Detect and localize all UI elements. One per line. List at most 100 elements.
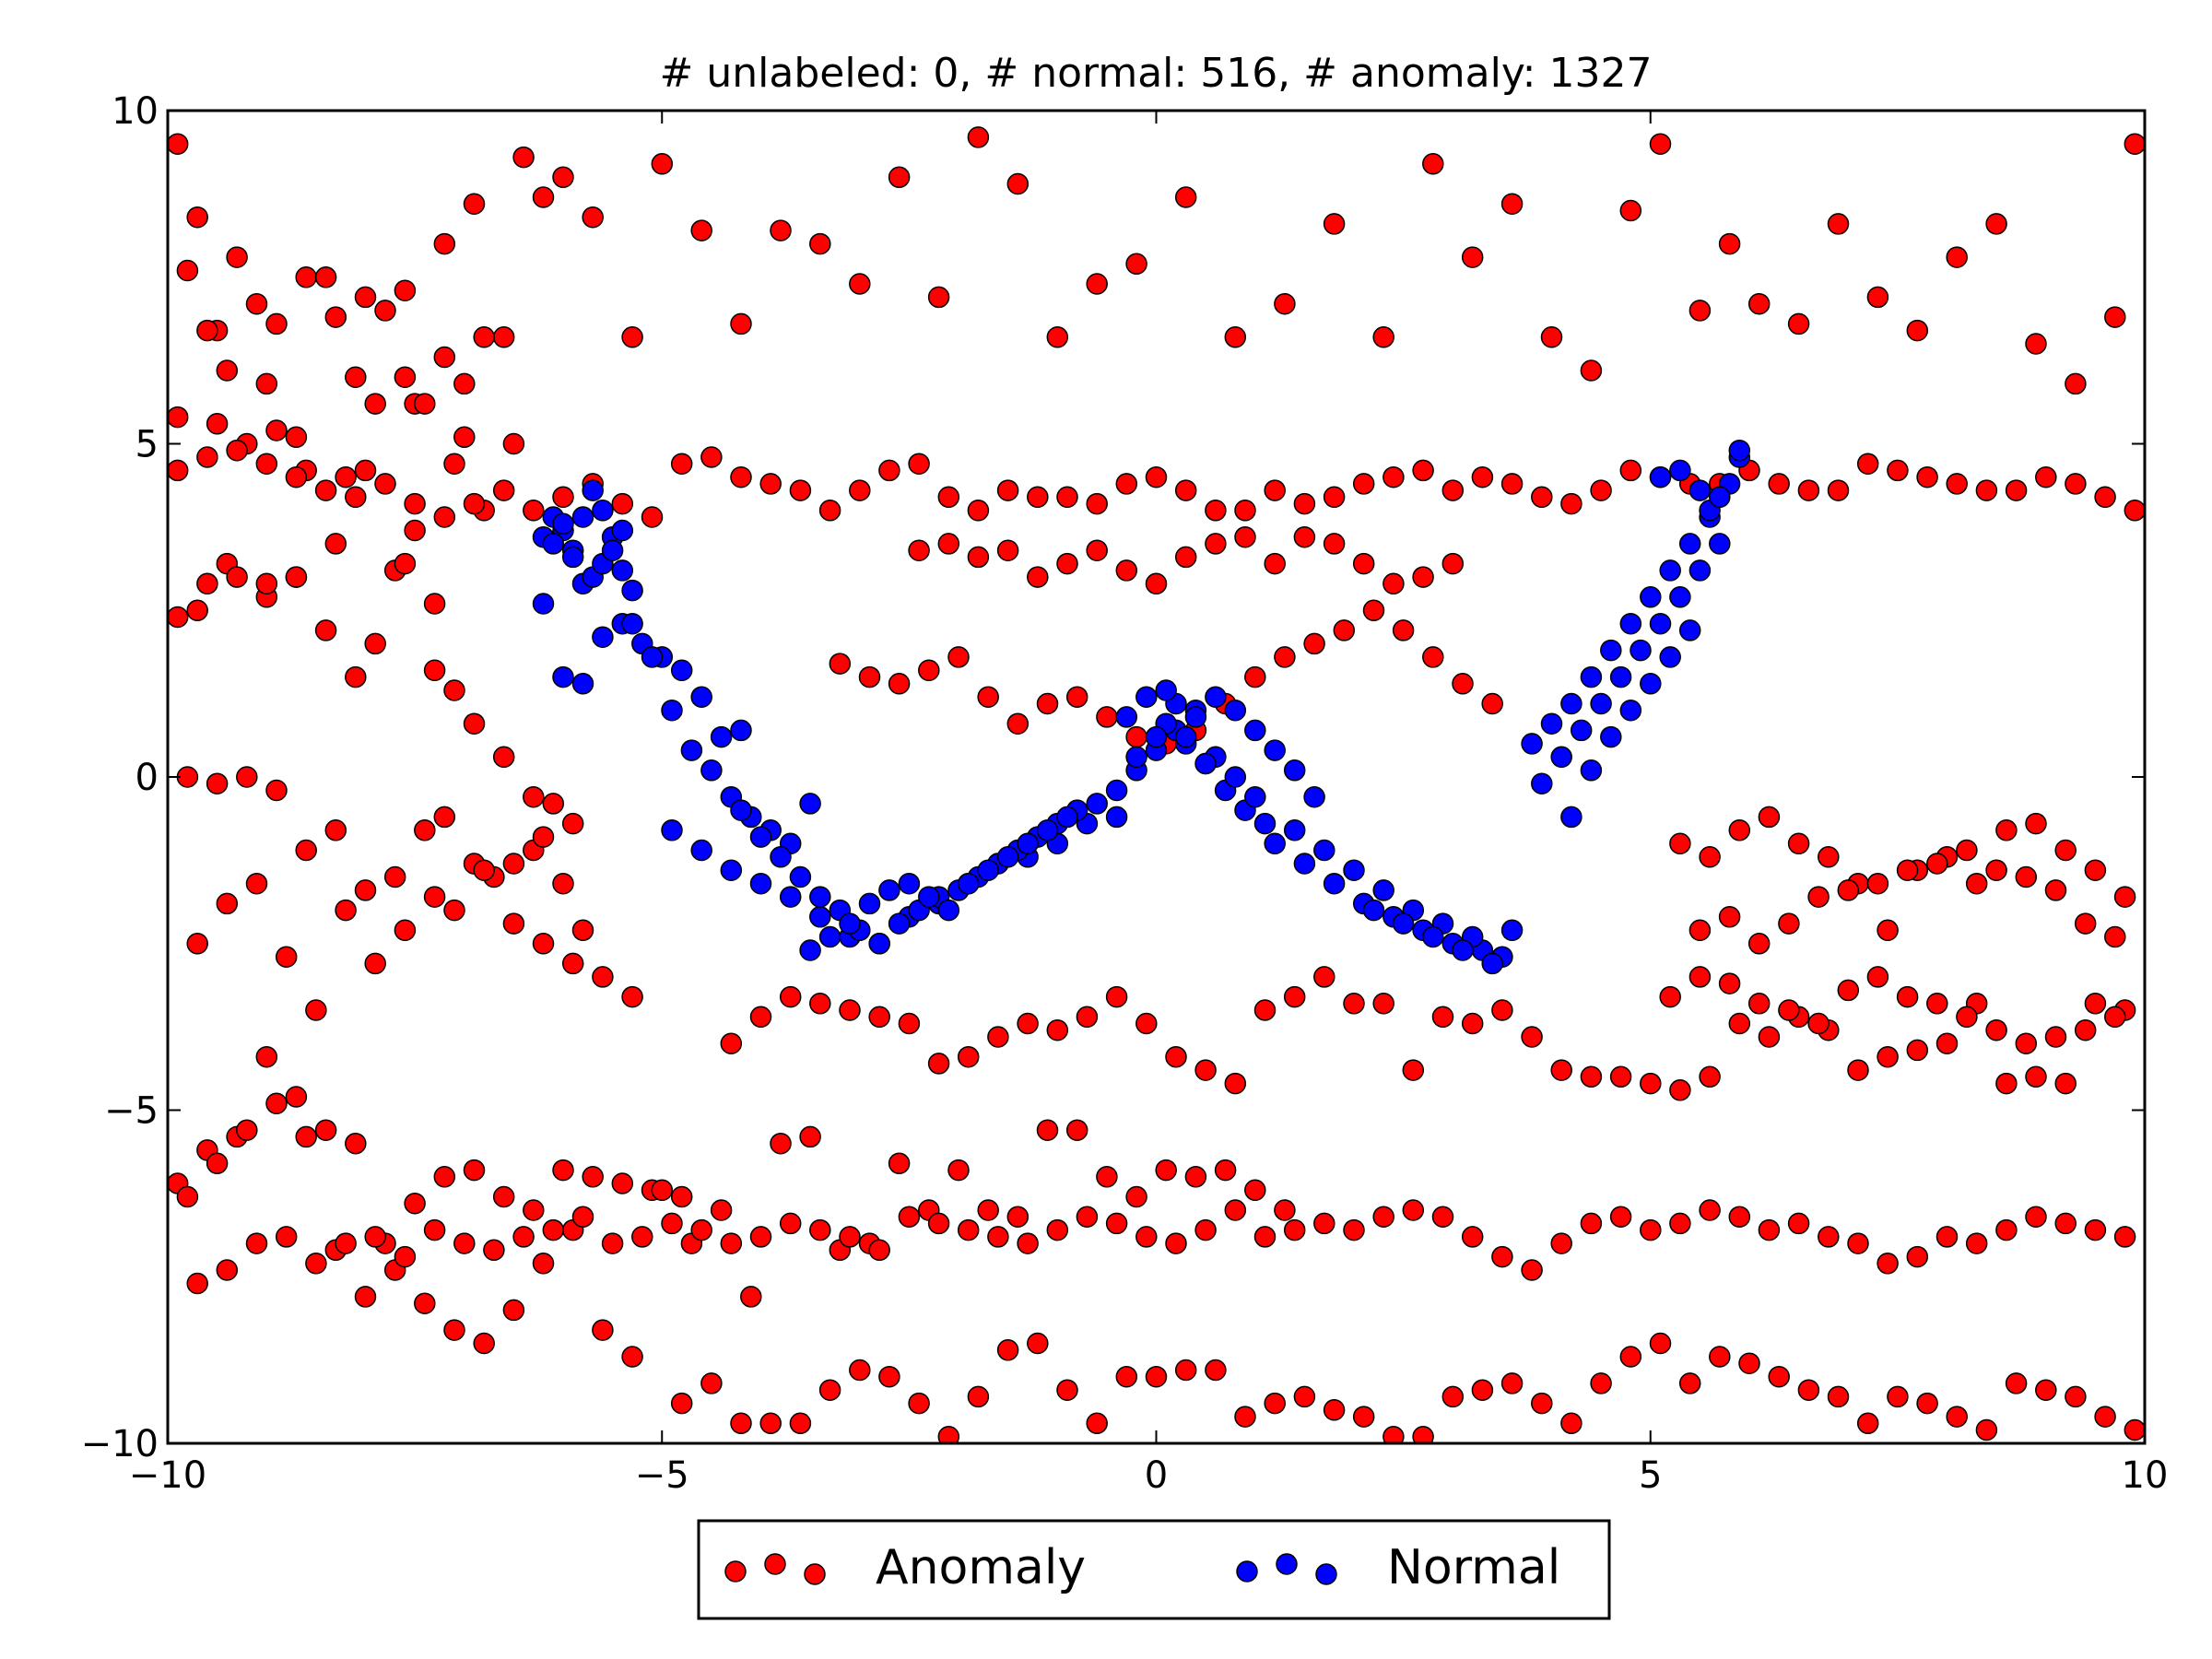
y-tick-label: −10 (81, 1423, 159, 1465)
normal-point (1570, 719, 1593, 742)
normal-point (749, 872, 772, 895)
anomaly-point (433, 346, 456, 369)
anomaly-point (1738, 1352, 1760, 1374)
anomaly-point (1352, 473, 1375, 495)
anomaly-point (1264, 1392, 1286, 1415)
anomaly-point (552, 166, 574, 189)
normal-point (1678, 533, 1701, 555)
normal-point (1500, 919, 1524, 942)
anomaly-point (710, 1199, 733, 1221)
normal-point (1372, 879, 1394, 901)
anomaly-point (394, 552, 417, 575)
anomaly-point (374, 300, 396, 322)
anomaly-point (1362, 599, 1385, 622)
anomaly-point (1461, 1226, 1484, 1248)
anomaly-point (947, 646, 970, 668)
normal-point (1630, 639, 1652, 662)
anomaly-point (937, 486, 960, 509)
normal-point (710, 725, 733, 748)
anomaly-point (1807, 886, 1830, 908)
normal-point (601, 539, 624, 561)
anomaly-point (1609, 1065, 1632, 1088)
anomaly-point (414, 393, 436, 415)
anomaly-point (996, 539, 1019, 561)
anomaly-point (1965, 1232, 1988, 1254)
normal-point (1283, 819, 1306, 841)
anomaly-point (1224, 1199, 1247, 1221)
anomaly-point (414, 819, 436, 841)
legend-label-anomaly: Anomaly (876, 1540, 1086, 1595)
anomaly-point (1224, 1072, 1247, 1095)
anomaly-point (275, 946, 298, 968)
anomaly-point (818, 500, 841, 522)
normal-point (1343, 859, 1365, 881)
anomaly-point (1046, 1218, 1069, 1241)
anomaly-point (2025, 333, 2047, 355)
anomaly-point (295, 1125, 317, 1148)
anomaly-point (186, 599, 208, 622)
anomaly-point (957, 1045, 980, 1068)
anomaly-point (1452, 673, 1474, 695)
anomaly-point (2074, 1018, 2097, 1041)
anomaly-point (690, 219, 712, 241)
normal-point (1709, 533, 1731, 555)
anomaly-point (1145, 572, 1168, 595)
legend-anomaly-marker (764, 1553, 786, 1575)
anomaly-point (216, 892, 239, 915)
anomaly-point (176, 1185, 199, 1208)
normal-point (1560, 806, 1583, 829)
anomaly-point (621, 1346, 643, 1368)
anomaly-point (443, 1319, 465, 1341)
anomaly-point (453, 426, 476, 449)
anomaly-point (226, 439, 248, 462)
anomaly-point (1827, 1385, 1850, 1408)
anomaly-point (1056, 552, 1078, 575)
normal-point (611, 559, 634, 582)
anomaly-point (473, 326, 495, 348)
anomaly-point (1965, 872, 1988, 895)
anomaly-point (1283, 1218, 1306, 1241)
anomaly-point (779, 1212, 802, 1235)
anomaly-point (1787, 832, 1810, 855)
anomaly-point (1688, 919, 1712, 942)
anomaly-point (996, 479, 1019, 501)
anomaly-point (433, 806, 456, 829)
anomaly-point (582, 206, 604, 229)
anomaly-point (1412, 566, 1434, 588)
anomaly-point (2074, 912, 2097, 935)
normal-point (1550, 746, 1572, 769)
anomaly-point (1550, 1232, 1572, 1254)
anomaly-point (1866, 872, 1889, 895)
anomaly-point (2065, 372, 2087, 395)
anomaly-point (1640, 1072, 1662, 1095)
normal-point (1303, 785, 1325, 808)
anomaly-point (255, 453, 278, 475)
anomaly-point (1115, 1365, 1138, 1388)
normal-point (1244, 785, 1266, 808)
anomaly-point (1412, 1426, 1434, 1443)
anomaly-point (2025, 812, 2047, 835)
normal-point (1105, 779, 1128, 802)
normal-point (720, 859, 743, 881)
anomaly-point (463, 1159, 486, 1182)
anomaly-point (1471, 465, 1494, 488)
anomaly-point (492, 326, 515, 348)
anomaly-point (670, 453, 693, 475)
anomaly-point (255, 1045, 278, 1068)
anomaly-point (878, 459, 900, 482)
legend-normal-marker (1276, 1553, 1298, 1575)
anomaly-point (314, 619, 337, 641)
normal-point (1590, 692, 1612, 715)
anomaly-point (1027, 566, 1049, 588)
normal-point (1115, 706, 1138, 728)
anomaly-point (2025, 1206, 2047, 1228)
normal-point (1600, 725, 1622, 748)
anomaly-point (1027, 1332, 1049, 1355)
anomaly-point (1382, 465, 1405, 488)
anomaly-point (1165, 1045, 1187, 1068)
anomaly-point (1155, 1159, 1177, 1182)
y-tick-label: 10 (112, 90, 159, 133)
anomaly-point (789, 479, 812, 501)
normal-point (1580, 665, 1603, 688)
anomaly-point (345, 665, 367, 688)
